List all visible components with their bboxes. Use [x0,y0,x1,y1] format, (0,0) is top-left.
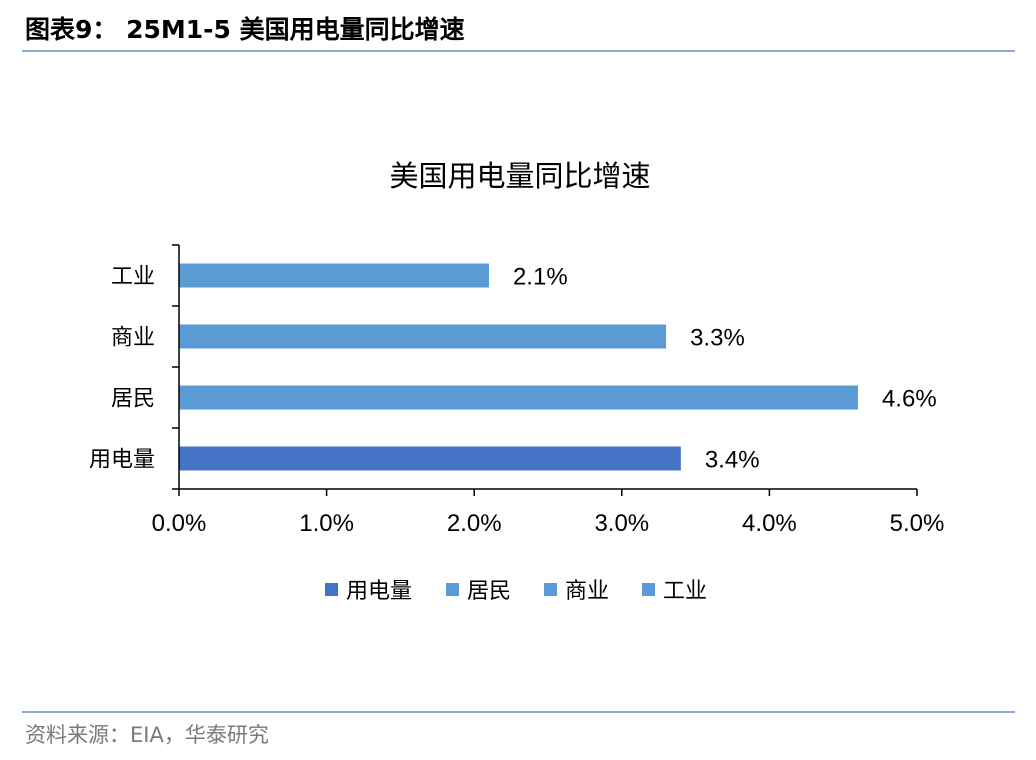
header-divider [22,50,1015,52]
figure-title: 图表9： 25M1-5 美国用电量同比增速 [25,15,465,44]
footer-divider [22,711,1015,713]
chart-legend: 用电量 居民 商业 工业 [325,579,707,604]
legend-label-1: 用电量 [346,579,412,604]
legend-label-3: 商业 [565,579,609,604]
data-label-2: 4.6% [882,386,937,413]
category-label-3: 商业 [111,326,155,351]
legend-swatch-4 [642,583,655,596]
chart-title: 美国用电量同比增速 [389,159,650,193]
data-label-1: 3.4% [705,447,760,474]
bar-2 [179,385,858,410]
category-label-1: 用电量 [89,448,155,473]
bar-3 [179,324,667,349]
x-tick-label-2: 1.0% [299,510,354,537]
legend-label-2: 居民 [467,579,511,604]
legend-label-4: 工业 [663,579,707,604]
legend-swatch-1 [325,583,338,596]
x-tick-label-6: 5.0% [890,510,945,537]
legend-swatch-2 [446,583,459,596]
x-tick-label-5: 4.0% [742,510,797,537]
category-label-4: 工业 [111,265,155,290]
source-note: 资料来源：EIA，华泰研究 [25,723,269,747]
data-label-4: 2.1% [513,264,568,291]
plot-area: 3.4% 用电量 4.6% 居民 3.3% 商业 2.1% 工业 0.0% 1.0% 2.0% 3.0… [89,244,945,537]
x-tick-label-3: 2.0% [447,510,502,537]
bar-1 [179,446,681,471]
legend-swatch-3 [544,583,557,596]
bar-4 [179,263,489,288]
x-tick-label-1: 0.0% [152,510,207,537]
x-tick-label-4: 3.0% [594,510,649,537]
category-label-2: 居民 [111,387,155,412]
data-label-3: 3.3% [690,325,745,352]
